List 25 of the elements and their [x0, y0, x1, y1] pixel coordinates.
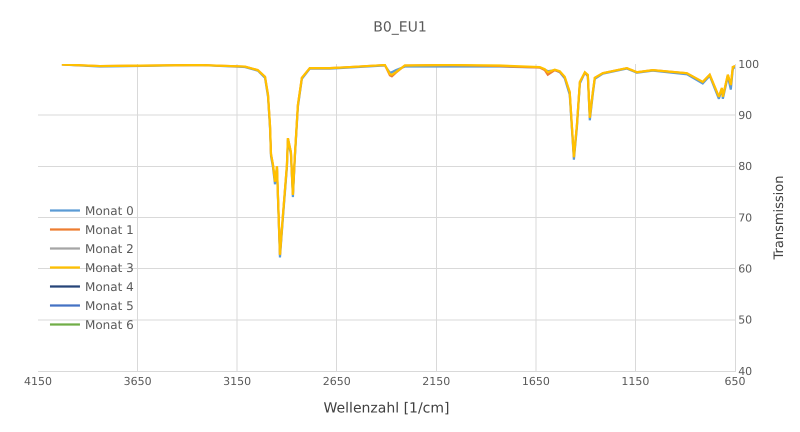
legend-label: Monat 5 [84, 299, 134, 314]
legend-label: Monat 1 [84, 223, 134, 238]
y-tick-label: 90 [738, 109, 752, 122]
x-tick-label: 4150 [24, 375, 52, 388]
x-tick-label: 1650 [522, 375, 550, 388]
y-tick-label: 80 [738, 160, 752, 174]
chart-title: B0_EU1 [373, 19, 427, 36]
y-tick-label: 50 [738, 314, 752, 327]
y-axis-title: Transmission [772, 176, 787, 260]
x-tick-label: 3150 [223, 375, 252, 388]
y-tick-label: 60 [738, 262, 752, 276]
y-tick-label: 70 [738, 211, 752, 224]
y-tick-label: 40 [738, 364, 752, 378]
x-tick-label: 2650 [322, 375, 351, 388]
x-axis-title: Wellenzahl [1/cm] [324, 400, 450, 416]
legend-label: Monat 6 [84, 318, 134, 332]
y-tick-label: 100 [738, 58, 760, 71]
legend-label: Monat 3 [84, 261, 134, 276]
x-tick-label: 3650 [124, 375, 152, 388]
x-tick-label: 2150 [422, 375, 450, 388]
legend-label: Monat 4 [84, 280, 134, 294]
legend-label: Monat 0 [84, 204, 134, 218]
x-tick-label: 650 [724, 375, 746, 388]
x-tick-label: 1150 [621, 375, 650, 388]
legend-label: Monat 2 [84, 242, 134, 256]
